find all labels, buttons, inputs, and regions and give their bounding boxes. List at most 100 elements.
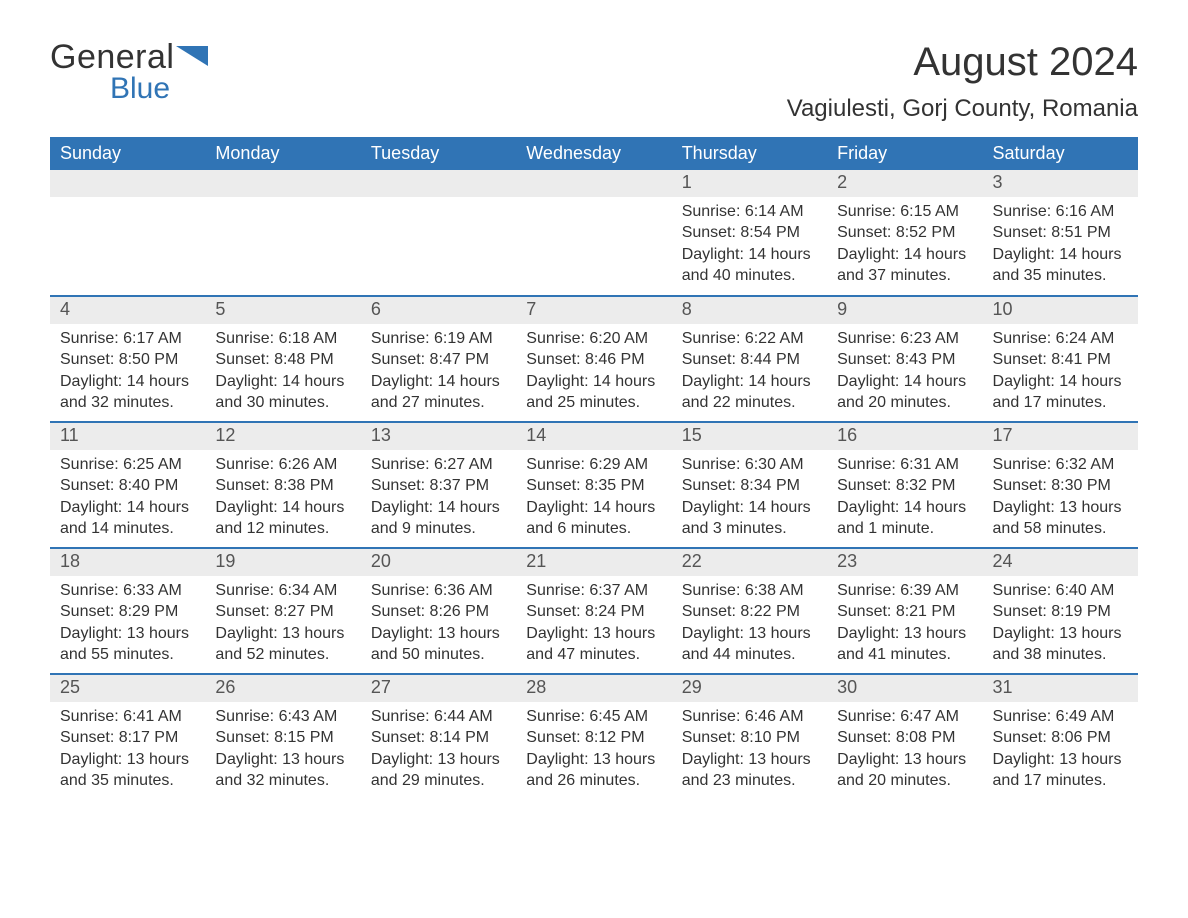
daylight-text: Daylight: 14 hours and 9 minutes. <box>371 497 506 540</box>
logo: General Blue <box>50 40 208 104</box>
calendar-cell: 18Sunrise: 6:33 AMSunset: 8:29 PMDayligh… <box>50 548 205 674</box>
sunset-text: Sunset: 8:51 PM <box>993 222 1128 244</box>
sunset-text: Sunset: 8:17 PM <box>60 727 195 749</box>
day-number: 28 <box>516 675 671 702</box>
calendar-week-row: 1Sunrise: 6:14 AMSunset: 8:54 PMDaylight… <box>50 170 1138 296</box>
calendar-cell: 4Sunrise: 6:17 AMSunset: 8:50 PMDaylight… <box>50 296 205 422</box>
daylight-text: Daylight: 14 hours and 1 minute. <box>837 497 972 540</box>
sunset-text: Sunset: 8:29 PM <box>60 601 195 623</box>
calendar-cell: 25Sunrise: 6:41 AMSunset: 8:17 PMDayligh… <box>50 674 205 800</box>
sunset-text: Sunset: 8:27 PM <box>215 601 350 623</box>
calendar-cell: 20Sunrise: 6:36 AMSunset: 8:26 PMDayligh… <box>361 548 516 674</box>
calendar-cell: 23Sunrise: 6:39 AMSunset: 8:21 PMDayligh… <box>827 548 982 674</box>
day-number: 6 <box>361 297 516 324</box>
sunset-text: Sunset: 8:26 PM <box>371 601 506 623</box>
calendar-cell: 8Sunrise: 6:22 AMSunset: 8:44 PMDaylight… <box>672 296 827 422</box>
sunrise-text: Sunrise: 6:18 AM <box>215 328 350 350</box>
weekday-row: SundayMondayTuesdayWednesdayThursdayFrid… <box>50 137 1138 170</box>
day-number: 1 <box>672 170 827 197</box>
day-details: Sunrise: 6:29 AMSunset: 8:35 PMDaylight:… <box>516 450 671 546</box>
sunrise-text: Sunrise: 6:14 AM <box>682 201 817 223</box>
sunset-text: Sunset: 8:08 PM <box>837 727 972 749</box>
day-number: 5 <box>205 297 360 324</box>
calendar-cell: 29Sunrise: 6:46 AMSunset: 8:10 PMDayligh… <box>672 674 827 800</box>
sunrise-text: Sunrise: 6:46 AM <box>682 706 817 728</box>
calendar-cell: 26Sunrise: 6:43 AMSunset: 8:15 PMDayligh… <box>205 674 360 800</box>
calendar-cell: 15Sunrise: 6:30 AMSunset: 8:34 PMDayligh… <box>672 422 827 548</box>
calendar-cell: 13Sunrise: 6:27 AMSunset: 8:37 PMDayligh… <box>361 422 516 548</box>
daylight-text: Daylight: 14 hours and 37 minutes. <box>837 244 972 287</box>
sunset-text: Sunset: 8:15 PM <box>215 727 350 749</box>
sunrise-text: Sunrise: 6:47 AM <box>837 706 972 728</box>
daylight-text: Daylight: 13 hours and 44 minutes. <box>682 623 817 666</box>
daylight-text: Daylight: 13 hours and 29 minutes. <box>371 749 506 792</box>
daylight-text: Daylight: 14 hours and 6 minutes. <box>526 497 661 540</box>
calendar-cell: 1Sunrise: 6:14 AMSunset: 8:54 PMDaylight… <box>672 170 827 296</box>
daylight-text: Daylight: 13 hours and 32 minutes. <box>215 749 350 792</box>
calendar-head: SundayMondayTuesdayWednesdayThursdayFrid… <box>50 137 1138 170</box>
calendar-week-row: 18Sunrise: 6:33 AMSunset: 8:29 PMDayligh… <box>50 548 1138 674</box>
day-number: 11 <box>50 423 205 450</box>
day-number <box>50 170 205 197</box>
sunrise-text: Sunrise: 6:26 AM <box>215 454 350 476</box>
sunset-text: Sunset: 8:19 PM <box>993 601 1128 623</box>
sunrise-text: Sunrise: 6:41 AM <box>60 706 195 728</box>
weekday-header: Tuesday <box>361 137 516 170</box>
day-details: Sunrise: 6:31 AMSunset: 8:32 PMDaylight:… <box>827 450 982 546</box>
day-details: Sunrise: 6:40 AMSunset: 8:19 PMDaylight:… <box>983 576 1138 672</box>
day-details: Sunrise: 6:23 AMSunset: 8:43 PMDaylight:… <box>827 324 982 420</box>
day-number: 17 <box>983 423 1138 450</box>
day-details: Sunrise: 6:19 AMSunset: 8:47 PMDaylight:… <box>361 324 516 420</box>
calendar-cell: 5Sunrise: 6:18 AMSunset: 8:48 PMDaylight… <box>205 296 360 422</box>
flag-icon <box>176 46 208 74</box>
title-block: August 2024 Vagiulesti, Gorj County, Rom… <box>787 40 1138 123</box>
sunrise-text: Sunrise: 6:20 AM <box>526 328 661 350</box>
day-details: Sunrise: 6:25 AMSunset: 8:40 PMDaylight:… <box>50 450 205 546</box>
sunset-text: Sunset: 8:24 PM <box>526 601 661 623</box>
daylight-text: Daylight: 14 hours and 12 minutes. <box>215 497 350 540</box>
sunrise-text: Sunrise: 6:23 AM <box>837 328 972 350</box>
day-number: 24 <box>983 549 1138 576</box>
calendar-cell: 6Sunrise: 6:19 AMSunset: 8:47 PMDaylight… <box>361 296 516 422</box>
day-number <box>361 170 516 197</box>
sunrise-text: Sunrise: 6:38 AM <box>682 580 817 602</box>
sunset-text: Sunset: 8:48 PM <box>215 349 350 371</box>
day-details: Sunrise: 6:30 AMSunset: 8:34 PMDaylight:… <box>672 450 827 546</box>
daylight-text: Daylight: 13 hours and 41 minutes. <box>837 623 972 666</box>
sunset-text: Sunset: 8:37 PM <box>371 475 506 497</box>
day-details: Sunrise: 6:15 AMSunset: 8:52 PMDaylight:… <box>827 197 982 293</box>
sunrise-text: Sunrise: 6:40 AM <box>993 580 1128 602</box>
day-details: Sunrise: 6:43 AMSunset: 8:15 PMDaylight:… <box>205 702 360 798</box>
sunrise-text: Sunrise: 6:43 AM <box>215 706 350 728</box>
calendar-cell <box>205 170 360 296</box>
day-number: 4 <box>50 297 205 324</box>
sunset-text: Sunset: 8:14 PM <box>371 727 506 749</box>
sunrise-text: Sunrise: 6:34 AM <box>215 580 350 602</box>
sunrise-text: Sunrise: 6:27 AM <box>371 454 506 476</box>
calendar-cell: 30Sunrise: 6:47 AMSunset: 8:08 PMDayligh… <box>827 674 982 800</box>
day-number: 7 <box>516 297 671 324</box>
sunset-text: Sunset: 8:52 PM <box>837 222 972 244</box>
sunset-text: Sunset: 8:06 PM <box>993 727 1128 749</box>
sunrise-text: Sunrise: 6:19 AM <box>371 328 506 350</box>
daylight-text: Daylight: 13 hours and 26 minutes. <box>526 749 661 792</box>
daylight-text: Daylight: 13 hours and 38 minutes. <box>993 623 1128 666</box>
sunset-text: Sunset: 8:35 PM <box>526 475 661 497</box>
sunset-text: Sunset: 8:38 PM <box>215 475 350 497</box>
day-details: Sunrise: 6:18 AMSunset: 8:48 PMDaylight:… <box>205 324 360 420</box>
calendar-cell: 22Sunrise: 6:38 AMSunset: 8:22 PMDayligh… <box>672 548 827 674</box>
sunset-text: Sunset: 8:34 PM <box>682 475 817 497</box>
day-details: Sunrise: 6:32 AMSunset: 8:30 PMDaylight:… <box>983 450 1138 546</box>
calendar-cell: 16Sunrise: 6:31 AMSunset: 8:32 PMDayligh… <box>827 422 982 548</box>
sunrise-text: Sunrise: 6:29 AM <box>526 454 661 476</box>
sunrise-text: Sunrise: 6:33 AM <box>60 580 195 602</box>
month-title: August 2024 <box>787 40 1138 85</box>
sunset-text: Sunset: 8:10 PM <box>682 727 817 749</box>
day-details: Sunrise: 6:49 AMSunset: 8:06 PMDaylight:… <box>983 702 1138 798</box>
daylight-text: Daylight: 13 hours and 55 minutes. <box>60 623 195 666</box>
weekday-header: Sunday <box>50 137 205 170</box>
calendar-cell: 2Sunrise: 6:15 AMSunset: 8:52 PMDaylight… <box>827 170 982 296</box>
day-number: 31 <box>983 675 1138 702</box>
day-number: 15 <box>672 423 827 450</box>
calendar-cell: 3Sunrise: 6:16 AMSunset: 8:51 PMDaylight… <box>983 170 1138 296</box>
